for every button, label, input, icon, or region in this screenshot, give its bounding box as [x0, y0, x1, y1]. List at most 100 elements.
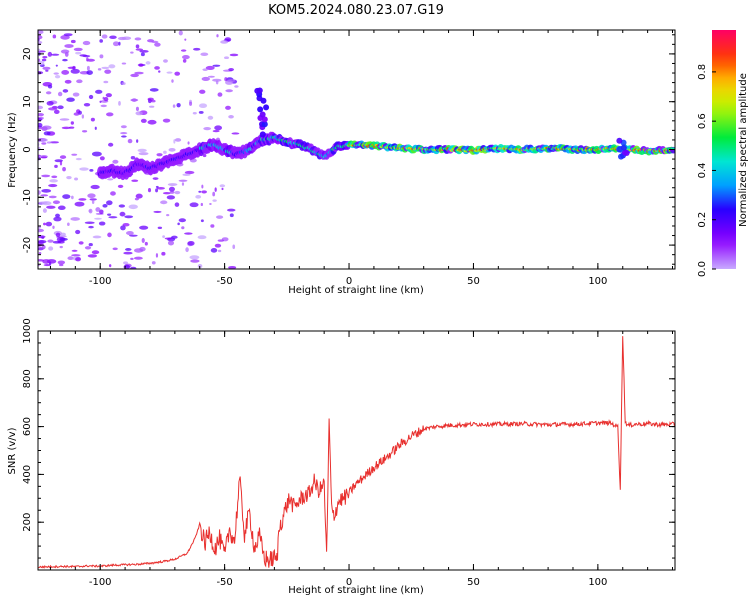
spectrogram-noise-blob	[130, 266, 137, 269]
spectrogram-noise-blob	[78, 241, 84, 245]
spectrogram-noise-blob	[190, 259, 200, 263]
spectrogram-noise-blob	[189, 255, 200, 260]
spectrogram-noise-blob	[141, 237, 145, 243]
spectrogram-noise-blob	[87, 193, 96, 199]
spectrogram-bump	[620, 144, 627, 151]
spectrogram-noise-blob	[46, 205, 56, 209]
spectrogram-noise-blob	[38, 48, 41, 52]
spectrogram-noise-blob	[46, 100, 54, 106]
spectrogram-y-tick-label: 20	[22, 48, 33, 61]
spectrogram-noise-blob	[134, 37, 142, 41]
spectrogram-noise-blob	[89, 169, 94, 172]
spectrogram-noise-blob	[136, 139, 139, 143]
spectrogram-noise-blob	[55, 213, 60, 218]
snr-x-tick-label: 0	[346, 577, 352, 588]
spectrogram-noise-blob	[89, 198, 97, 201]
spectrogram-noise-blob	[108, 216, 118, 219]
spectrogram-noise-blob	[214, 243, 222, 248]
spectrogram-noise-blob	[108, 64, 116, 69]
spectrogram-noise-blob	[84, 221, 95, 224]
spectrogram-noise-blob	[100, 104, 107, 108]
spectrogram-noise-blob	[43, 222, 46, 226]
spectrogram-noise-blob	[139, 49, 149, 53]
spectrogram-noise-blob	[79, 54, 88, 57]
spectrogram-noise-blob	[88, 209, 92, 213]
spectrogram-noise-blob	[226, 208, 236, 212]
spectrogram-noise-blob	[88, 225, 94, 229]
spectrogram-noise-blob	[145, 61, 151, 65]
spectrogram-x-tick-label: -50	[216, 276, 232, 287]
spectrogram-excursion	[261, 121, 268, 128]
spectrogram-noise-blob	[117, 184, 124, 189]
spectrogram-noise-blob	[54, 75, 61, 79]
spectrogram-noise-blob	[60, 35, 70, 40]
spectrogram-noise-blob	[124, 215, 134, 219]
spectrogram-noise-blob	[74, 201, 85, 207]
spectrogram-noise-blob	[200, 52, 209, 57]
colorbar: 0.0 0.2 0.4 0.6 0.8 Normalized spectral ampl…	[697, 30, 749, 277]
spectrogram-noise-blob	[201, 190, 207, 194]
spectrogram-noise-blob	[135, 48, 144, 51]
spectrogram-noise-blob	[112, 41, 120, 47]
snr-y-tick-label: 400	[22, 465, 33, 484]
spectrogram-noise-blob	[41, 58, 47, 62]
spectrogram-noise-blob	[231, 132, 240, 135]
snr-y-tick-label: 600	[22, 417, 33, 436]
spectrogram-x-tick-label: 50	[467, 276, 480, 287]
spectrogram-noise-blob	[41, 142, 47, 145]
spectrogram-noise-blob	[128, 234, 138, 237]
spectrogram-noise-blob	[228, 265, 237, 269]
spectrogram-noise-blob	[163, 150, 167, 154]
spectrogram-noise-blob	[66, 97, 75, 102]
spectrogram-noise-blob	[62, 58, 68, 62]
spectrogram-noise-blob	[172, 104, 176, 108]
spectrogram-noise-blob	[38, 30, 44, 35]
spectrogram-noise-blob	[214, 187, 217, 192]
spectrogram-noise-blob	[182, 59, 187, 63]
spectrogram-noise-blob	[101, 66, 110, 70]
spectrogram-noise-blob	[49, 141, 60, 144]
spectrogram-noise-blob	[47, 239, 54, 243]
spectrogram-noise-blob	[130, 156, 136, 160]
spectrogram-noise-blob	[61, 70, 70, 75]
spectrogram-noise-blob	[42, 208, 47, 213]
spectrogram-noise-blob	[91, 199, 95, 204]
spectrogram-noise-blob	[212, 78, 222, 82]
spectrogram-noise-blob	[82, 130, 88, 133]
spectrogram-noise-blob	[166, 71, 173, 74]
spectrogram-noise-blob	[86, 70, 93, 75]
spectrogram-noise-blob	[53, 216, 62, 222]
spectrogram-noise-blob	[151, 40, 159, 44]
spectrogram-noise-blob	[75, 229, 81, 235]
spectrogram-noise-blob	[38, 105, 44, 110]
spectrogram-noise-blob	[193, 47, 201, 51]
spectrogram-noise-blob	[71, 254, 81, 257]
spectrogram-noise-blob	[53, 109, 60, 114]
spectrogram-noise-blob	[198, 110, 204, 114]
spectrogram-y-tick-label: -20	[22, 237, 33, 253]
spectrogram-noise-blob	[41, 201, 52, 206]
spectrogram-noise-blob	[121, 36, 132, 40]
spectrogram-excursion	[259, 111, 266, 118]
spectrogram-noise-blob	[137, 148, 147, 153]
spectrogram-noise-blob	[102, 204, 108, 208]
spectrogram-noise-blob	[133, 248, 144, 253]
spectrogram-noise-blob	[163, 59, 168, 63]
spectrogram-noise-blob	[99, 100, 102, 103]
spectrogram-noise-blob	[103, 96, 109, 102]
spectrogram-noise-blob	[217, 239, 225, 242]
spectrogram-noise-blob	[57, 240, 65, 244]
spectrogram-noise-blob	[66, 175, 72, 180]
spectrogram-noise-blob	[49, 179, 58, 183]
snr-y-tick-label: 200	[22, 513, 33, 532]
spectrogram-noise-blob	[174, 190, 181, 195]
spectrogram-noise-blob	[225, 89, 233, 93]
spectrogram-noise-blob	[43, 264, 51, 267]
spectrogram-noise-blob	[82, 40, 91, 46]
spectrogram-noise-blob	[140, 52, 145, 57]
spectrogram-y-tick-label: -10	[22, 189, 33, 205]
spectrogram-noise-blob	[88, 94, 94, 100]
spectrogram-noise-blob	[135, 106, 139, 112]
spectrogram-noise-blob	[202, 153, 207, 158]
spectrogram-noise-blob	[112, 159, 119, 164]
